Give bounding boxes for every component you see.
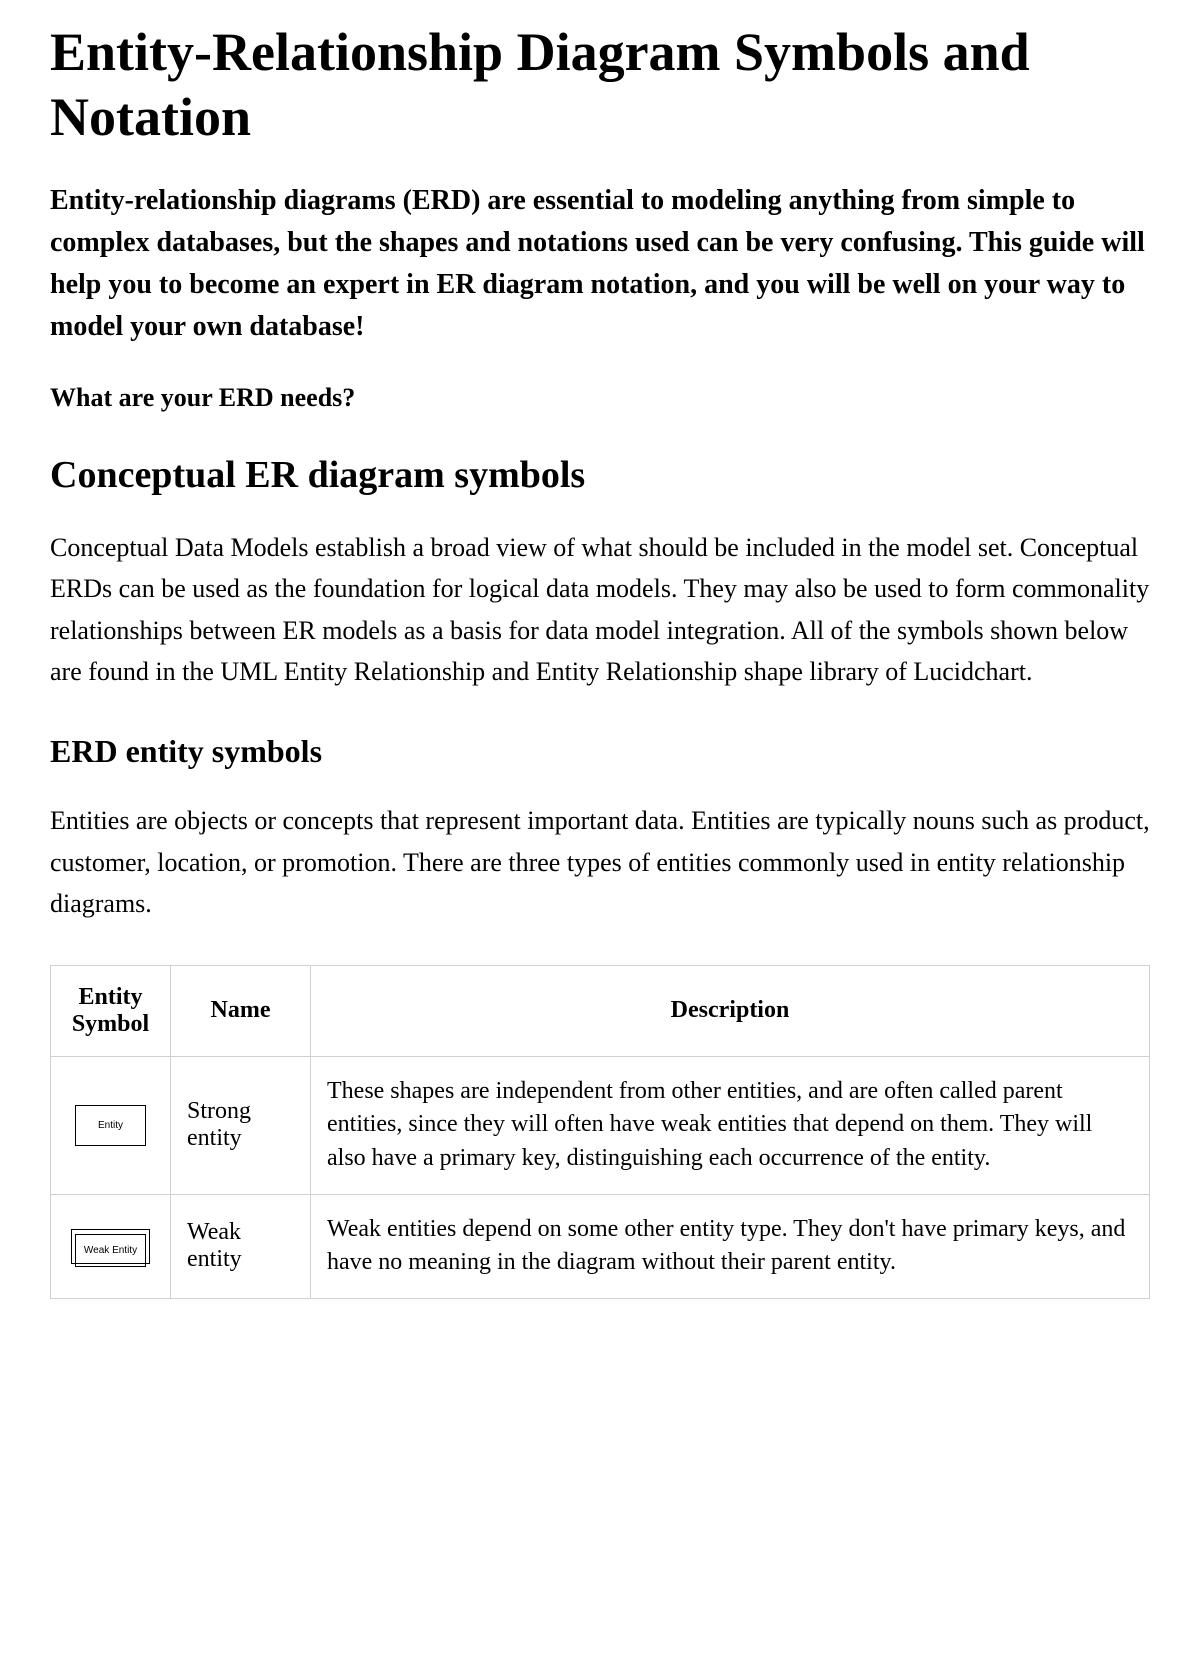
col-header-symbol: Entity Symbol <box>51 965 171 1056</box>
symbol-cell-weak: Weak Entity <box>51 1194 171 1298</box>
weak-entity-icon: Weak Entity <box>71 1229 150 1264</box>
table-row: Entity Strong entity These shapes are in… <box>51 1056 1150 1194</box>
name-cell: Strong entity <box>171 1056 311 1194</box>
symbol-cell-strong: Entity <box>51 1056 171 1194</box>
strong-entity-icon: Entity <box>75 1105 146 1146</box>
erd-needs-question: What are your ERD needs? <box>50 383 1150 413</box>
page-title: Entity-Relationship Diagram Symbols and … <box>50 20 1150 150</box>
name-cell: Weak entity <box>171 1194 311 1298</box>
col-header-name: Name <box>171 965 311 1056</box>
section-entity-symbols-heading: ERD entity symbols <box>50 733 1150 770</box>
section-conceptual-body: Conceptual Data Models establish a broad… <box>50 527 1150 693</box>
table-row: Weak Entity Weak entity Weak entities de… <box>51 1194 1150 1298</box>
entity-symbols-table: Entity Symbol Name Description Entity St… <box>50 965 1150 1299</box>
table-header-row: Entity Symbol Name Description <box>51 965 1150 1056</box>
section-entity-symbols-body: Entities are objects or concepts that re… <box>50 800 1150 925</box>
section-conceptual-heading: Conceptual ER diagram symbols <box>50 453 1150 497</box>
weak-entity-inner-label: Weak Entity <box>75 1234 146 1267</box>
intro-paragraph: Entity-relationship diagrams (ERD) are e… <box>50 180 1150 348</box>
description-cell: Weak entities depend on some other entit… <box>311 1194 1150 1298</box>
col-header-description: Description <box>311 965 1150 1056</box>
description-cell: These shapes are independent from other … <box>311 1056 1150 1194</box>
